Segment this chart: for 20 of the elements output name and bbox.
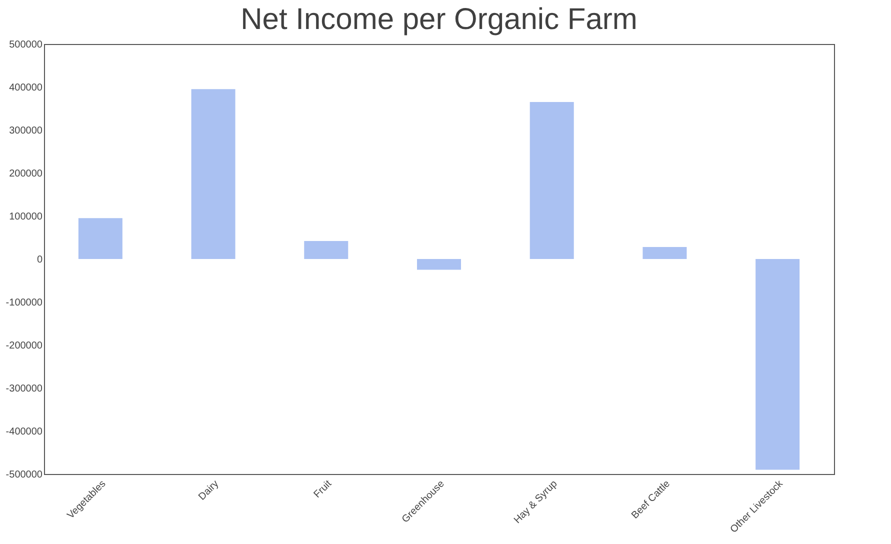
y-tick-label: -300000 [6, 384, 43, 394]
y-tick-label: 500000 [9, 40, 43, 50]
y-tick-label: 400000 [9, 82, 43, 94]
bar [78, 218, 122, 259]
bar [417, 259, 461, 270]
y-tick-label: -200000 [6, 340, 43, 352]
y-tick-label: -100000 [6, 298, 43, 308]
y-tick-label: -400000 [6, 426, 43, 438]
chart-title: Net Income per Organic Farm [240, 3, 638, 36]
x-tick-label: Fruit [312, 478, 334, 500]
bar [530, 102, 574, 259]
bar [191, 89, 236, 259]
y-tick-label: 100000 [9, 212, 43, 222]
bar [642, 246, 687, 259]
y-tick-label: 0 [36, 254, 43, 266]
bar [304, 240, 348, 259]
y-tick-label: -500000 [6, 470, 43, 480]
bar [756, 259, 800, 470]
y-tick-label: 300000 [9, 126, 43, 136]
y-tick-label: 200000 [9, 168, 43, 180]
